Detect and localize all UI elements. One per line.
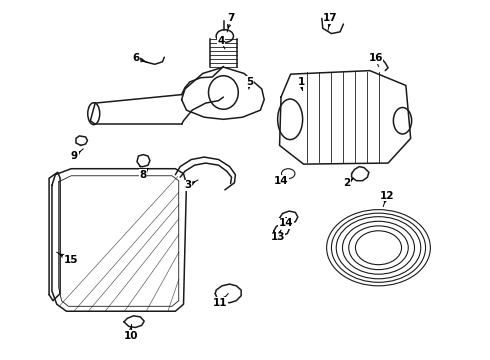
Text: 7: 7 [227, 13, 234, 23]
Text: 13: 13 [270, 232, 285, 242]
Text: 10: 10 [123, 331, 138, 341]
Text: 3: 3 [185, 180, 192, 190]
Text: 16: 16 [368, 53, 383, 63]
Text: 11: 11 [213, 298, 227, 308]
Text: 9: 9 [71, 151, 78, 161]
Text: 5: 5 [246, 77, 253, 87]
Text: 15: 15 [64, 256, 78, 265]
Text: 4: 4 [217, 36, 225, 46]
Text: 14: 14 [274, 176, 288, 186]
Text: 2: 2 [343, 178, 350, 188]
Text: 8: 8 [140, 170, 147, 180]
Text: 12: 12 [379, 191, 394, 201]
Text: 1: 1 [298, 77, 305, 87]
Text: 14: 14 [278, 218, 293, 228]
Text: 17: 17 [323, 13, 338, 23]
Text: 6: 6 [132, 53, 139, 63]
